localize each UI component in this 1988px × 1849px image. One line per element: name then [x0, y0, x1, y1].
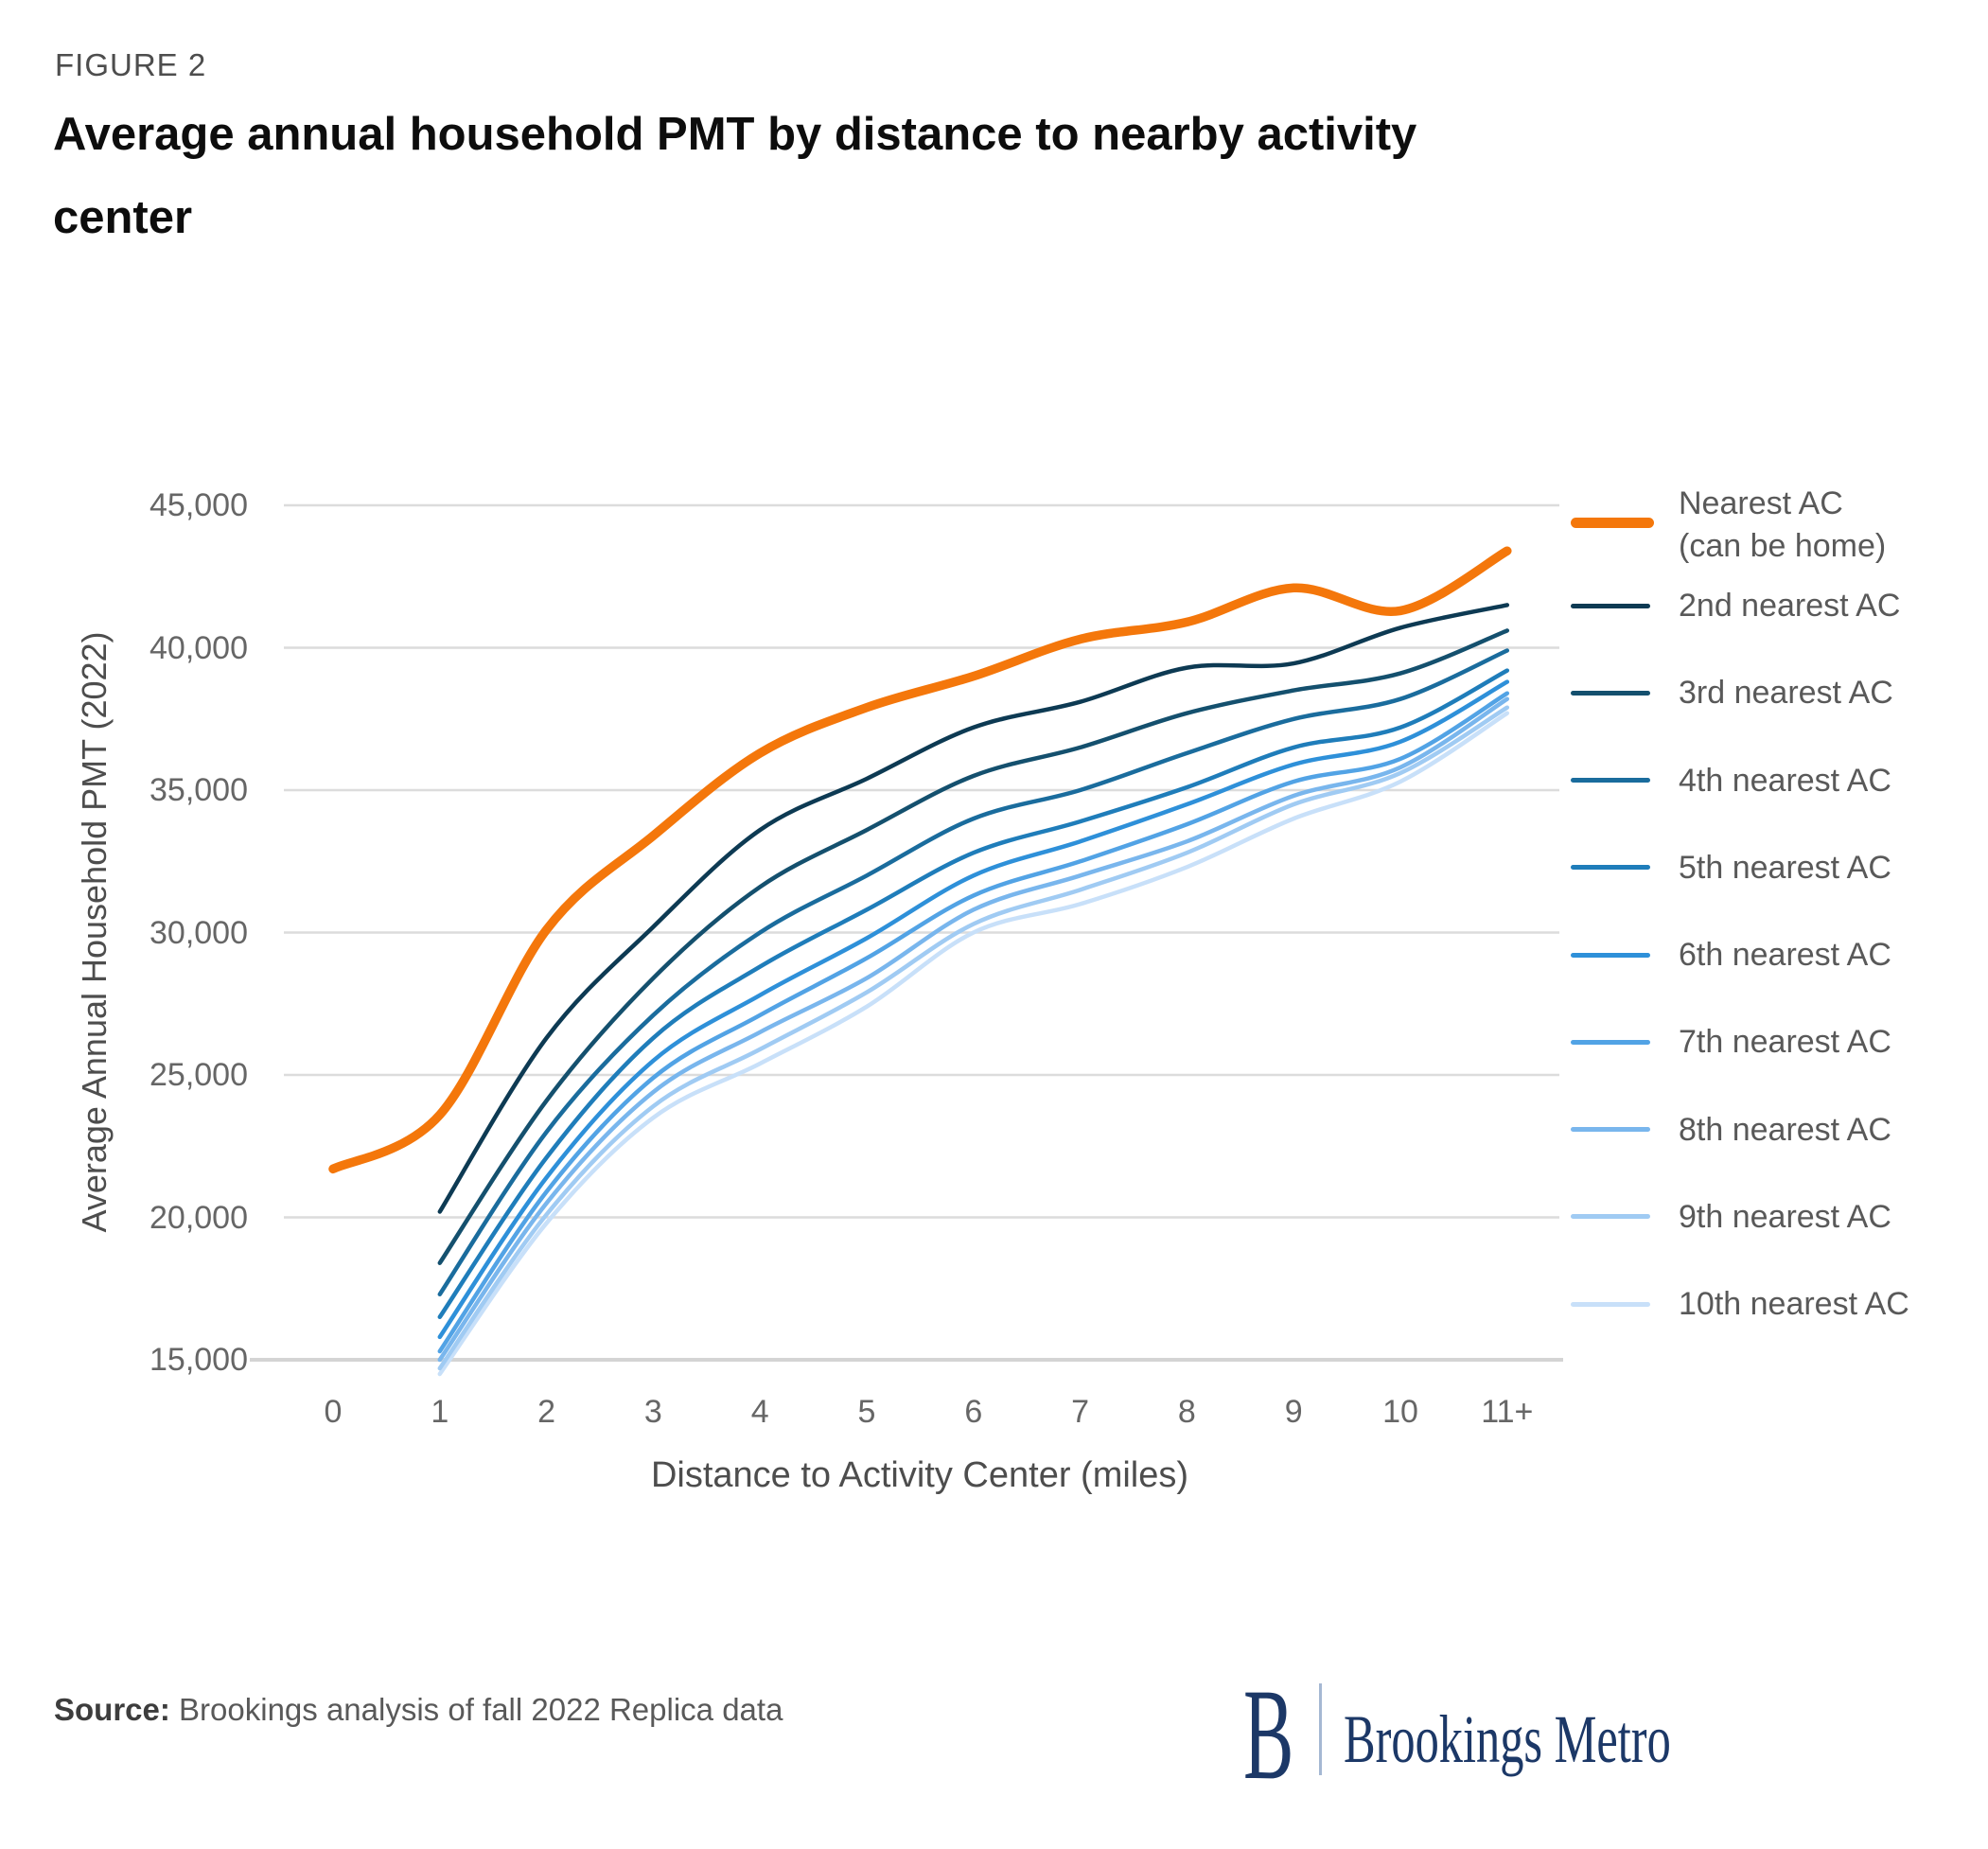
series-line-5th-nearest-ac: [437, 668, 1510, 1320]
series-line-8th-nearest-ac: [437, 696, 1510, 1363]
series-line-6th-nearest-ac: [437, 679, 1510, 1340]
x-tick-label: 4: [750, 1394, 769, 1430]
x-tick-label: 7: [1071, 1394, 1090, 1430]
series-line-4th-nearest-ac: [437, 648, 1510, 1297]
series-line-2nd-nearest-ac: [437, 603, 1510, 1214]
source-note: Source: Brookings analysis of fall 2022 …: [54, 1692, 783, 1728]
x-tick-label: 6: [964, 1394, 983, 1430]
series-line-7th-nearest-ac: [437, 691, 1510, 1354]
series-lines: [328, 546, 1512, 1377]
series-line-10th-nearest-ac: [437, 711, 1510, 1377]
x-tick-label: 0: [324, 1394, 343, 1430]
chart-title: Average annual household PMT by distance…: [53, 109, 1417, 243]
figure-label: FIGURE 2: [55, 47, 207, 82]
y-tick-label: 20,000: [150, 1199, 248, 1236]
x-tick-label: 9: [1284, 1394, 1303, 1430]
y-axis-title: Average Annual Household PMT (2022): [75, 631, 114, 1233]
source-prefix: Source:: [54, 1692, 170, 1727]
series-line-3rd-nearest-ac: [437, 628, 1510, 1265]
y-tick-label: 45,000: [150, 487, 248, 523]
y-tick-label: 30,000: [150, 914, 248, 951]
brookings-logo-name: Brookings Metro: [1344, 1701, 1671, 1777]
x-tick-label: 11+: [1481, 1394, 1534, 1430]
x-tick-label: 3: [643, 1394, 662, 1430]
source-text: Brookings analysis of fall 2022 Replica …: [169, 1692, 783, 1727]
y-tick-label: 40,000: [150, 629, 248, 666]
y-tick-label: 25,000: [150, 1057, 248, 1093]
series-line-9th-nearest-ac: [437, 705, 1510, 1371]
series-line-nearest-ac-can-be-home-: [328, 546, 1512, 1174]
y-tick-label: 15,000: [150, 1342, 248, 1378]
gridlines: [250, 503, 1563, 1362]
logo-divider: [1319, 1683, 1322, 1775]
x-tick-label: 1: [431, 1394, 449, 1430]
x-tick-label: 2: [537, 1394, 556, 1430]
x-tick-label: 5: [857, 1394, 876, 1430]
x-tick-label: 10: [1382, 1394, 1418, 1430]
y-tick-label: 35,000: [150, 772, 248, 808]
brookings-logo-initial: B: [1243, 1662, 1294, 1806]
x-tick-label: 8: [1177, 1394, 1196, 1430]
x-axis-title: Distance to Activity Center (miles): [650, 1455, 1189, 1495]
